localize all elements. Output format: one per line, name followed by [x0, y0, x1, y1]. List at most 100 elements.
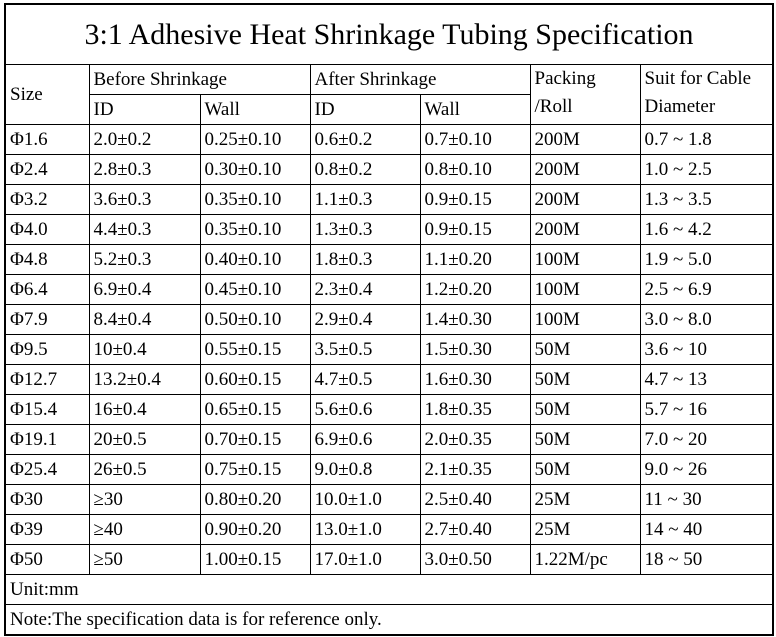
cell: 5.6±0.6	[309, 394, 421, 425]
cell: 0.50±0.10	[199, 304, 311, 335]
cell: 10.0±1.0	[309, 484, 421, 515]
cell: 20±0.5	[88, 424, 201, 455]
data-row: Φ50 ≥50 1.00±0.15 17.0±1.0 3.0±0.50 1.22M/pc 1…	[4, 544, 774, 575]
cell: 1.1±0.3	[309, 184, 421, 215]
cell: 3.0±0.50	[419, 544, 531, 575]
cell: 3.5±0.5	[309, 334, 421, 365]
cell: 200M	[529, 124, 641, 155]
cell: 0.7 ~ 1.8	[639, 124, 774, 155]
cell: 100M	[529, 304, 641, 335]
cell: 0.45±0.10	[199, 274, 311, 305]
cell: 2.1±0.35	[419, 454, 531, 485]
cell: 0.9±0.15	[419, 214, 531, 245]
note-row: Note:The specification data is for refer…	[4, 604, 774, 636]
title-row: 3:1 Adhesive Heat Shrinkage Tubing Speci…	[4, 3, 774, 65]
data-row: Φ15.4 16±0.4 0.65±0.15 5.6±0.6 1.8±0.35 50M 5.…	[4, 394, 774, 425]
data-row: Φ1.6 2.0±0.2 0.25±0.10 0.6±0.2 0.7±0.10 200M 0…	[4, 124, 774, 155]
cell: Φ2.4	[4, 154, 90, 185]
cell: 1.2±0.20	[419, 274, 531, 305]
cell: Φ9.5	[4, 334, 90, 365]
cell: 200M	[529, 184, 641, 215]
cell: 0.6±0.2	[309, 124, 421, 155]
header-line: Diameter	[644, 96, 716, 117]
cell: 0.80±0.20	[199, 484, 311, 515]
cell: 50M	[529, 394, 641, 425]
cell: 3.0 ~ 8.0	[639, 304, 774, 335]
cell: Φ4.8	[4, 244, 90, 275]
title: 3:1 Adhesive Heat Shrinkage Tubing Speci…	[4, 3, 774, 65]
cell: 0.70±0.15	[199, 424, 311, 455]
cell: 8.4±0.4	[88, 304, 201, 335]
data-row: Φ6.4 6.9±0.4 0.45±0.10 2.3±0.4 1.2±0.20 100M 2…	[4, 274, 774, 305]
data-row: Φ4.0 4.4±0.3 0.35±0.10 1.3±0.3 0.9±0.15 200M 1…	[4, 214, 774, 245]
data-row: Φ12.7 13.2±0.4 0.60±0.15 4.7±0.5 1.6±0.30 50M…	[4, 364, 774, 395]
cell: Φ6.4	[4, 274, 90, 305]
cell: 1.4±0.30	[419, 304, 531, 335]
data-row: Φ30 ≥30 0.80±0.20 10.0±1.0 2.5±0.40 25M 11 ~ 3…	[4, 484, 774, 515]
cell: 1.5±0.30	[419, 334, 531, 365]
cell: 2.5±0.40	[419, 484, 531, 515]
header-cell: After Shrinkage	[309, 64, 531, 95]
data-row: Φ2.4 2.8±0.3 0.30±0.10 0.8±0.2 0.8±0.10 200M 1…	[4, 154, 774, 185]
data-row: Φ4.8 5.2±0.3 0.40±0.10 1.8±0.3 1.1±0.20 100M 1…	[4, 244, 774, 275]
cell: 50M	[529, 454, 641, 485]
cell: ≥50	[88, 544, 201, 575]
cell: 1.3±0.3	[309, 214, 421, 245]
table-body: 3:1 Adhesive Heat Shrinkage Tubing Speci…	[4, 3, 774, 636]
unit: Unit:mm	[4, 574, 774, 605]
cell: 0.60±0.15	[199, 364, 311, 395]
cell: Φ15.4	[4, 394, 90, 425]
cell: 1.22M/pc	[529, 544, 641, 575]
cell: Φ1.6	[4, 124, 90, 155]
cell: Φ7.9	[4, 304, 90, 335]
cell: Φ4.0	[4, 214, 90, 245]
cell: 1.8±0.35	[419, 394, 531, 425]
header-cell: Size	[4, 64, 90, 125]
cell: 2.5 ~ 6.9	[639, 274, 774, 305]
cell: 0.55±0.15	[199, 334, 311, 365]
header-cell: Before Shrinkage	[88, 64, 311, 95]
cell: 0.8±0.10	[419, 154, 531, 185]
cell: 200M	[529, 214, 641, 245]
cell: 13.0±1.0	[309, 514, 421, 545]
header-line: Packing	[534, 68, 596, 89]
cell: 11 ~ 30	[639, 484, 774, 515]
cell: 0.7±0.10	[419, 124, 531, 155]
data-row: Φ39 ≥40 0.90±0.20 13.0±1.0 2.7±0.40 25M 14 ~ 4…	[4, 514, 774, 545]
note: Note:The specification data is for refer…	[4, 604, 774, 636]
unit-row: Unit:mm	[4, 574, 774, 605]
cell: 200M	[529, 154, 641, 185]
cell: 50M	[529, 364, 641, 395]
cell: 4.4±0.3	[88, 214, 201, 245]
header-line: /Roll	[534, 96, 573, 117]
cell: Φ50	[4, 544, 90, 575]
cell: Φ12.7	[4, 364, 90, 395]
data-row: Φ3.2 3.6±0.3 0.35±0.10 1.1±0.3 0.9±0.15 200M 1…	[4, 184, 774, 215]
cell: 4.7 ~ 13	[639, 364, 774, 395]
cell: 1.8±0.3	[309, 244, 421, 275]
cell: 0.35±0.10	[199, 214, 311, 245]
cell: 100M	[529, 274, 641, 305]
data-row: Φ19.1 20±0.5 0.70±0.15 6.9±0.6 2.0±0.35 50M 7.…	[4, 424, 774, 455]
header-cell: Suit for Cable Diameter	[639, 64, 774, 125]
cell: 2.9±0.4	[309, 304, 421, 335]
cell: 2.3±0.4	[309, 274, 421, 305]
cell: 5.2±0.3	[88, 244, 201, 275]
data-row: Φ25.4 26±0.5 0.75±0.15 9.0±0.8 2.1±0.35 50M 9.…	[4, 454, 774, 485]
cell: 4.7±0.5	[309, 364, 421, 395]
cell: 2.8±0.3	[88, 154, 201, 185]
cell: 26±0.5	[88, 454, 201, 485]
cell: 2.0±0.2	[88, 124, 201, 155]
cell: 50M	[529, 424, 641, 455]
cell: 0.40±0.10	[199, 244, 311, 275]
cell: 14 ~ 40	[639, 514, 774, 545]
cell: 25M	[529, 484, 641, 515]
cell: 1.9 ~ 5.0	[639, 244, 774, 275]
cell: 1.00±0.15	[199, 544, 311, 575]
cell: 2.0±0.35	[419, 424, 531, 455]
cell: 16±0.4	[88, 394, 201, 425]
header-line: Suit for Cable	[644, 68, 752, 89]
cell: 1.6 ~ 4.2	[639, 214, 774, 245]
cell: 2.7±0.40	[419, 514, 531, 545]
